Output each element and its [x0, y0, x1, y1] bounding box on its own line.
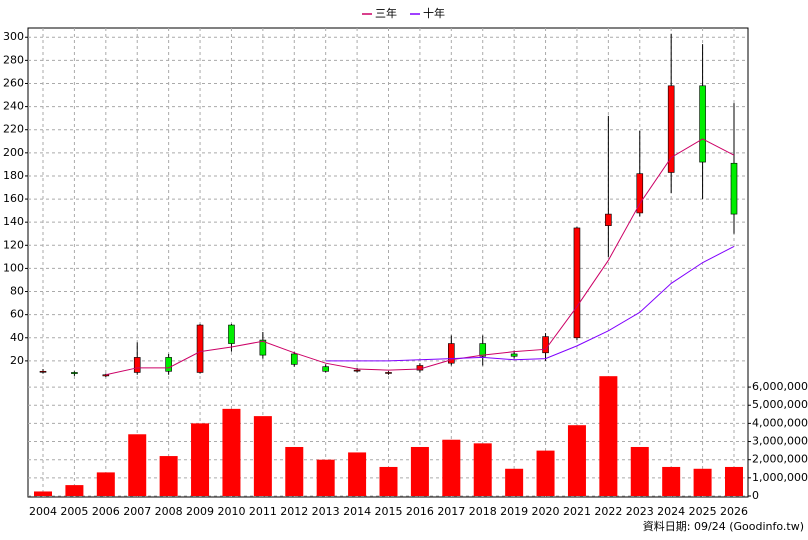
candle-body: [667, 85, 675, 173]
volume-bar: [505, 468, 524, 496]
candle-body: [71, 372, 78, 374]
candle-body: [448, 343, 455, 364]
x-tick-label: 2026: [720, 505, 748, 518]
y-tick-label: 120: [3, 238, 24, 251]
volume-bar: [285, 446, 304, 496]
x-tick-label: 2011: [249, 505, 277, 518]
volume-bar: [379, 466, 398, 496]
candle-body: [165, 357, 172, 372]
x-tick-label: 2021: [563, 505, 591, 518]
x-tick-label: 2022: [594, 505, 622, 518]
volume-bar: [410, 446, 429, 496]
x-tick-label: 2019: [500, 505, 528, 518]
volume-bar: [96, 472, 115, 496]
volume-bar: [567, 425, 586, 496]
candle-body: [636, 173, 644, 214]
y2-tick-label: 3,000,000: [752, 435, 808, 448]
y-tick-label: 220: [3, 123, 24, 136]
candle-body: [510, 353, 518, 357]
y2-tick-label: 4,000,000: [752, 416, 808, 429]
candle-body: [228, 324, 235, 344]
volume-bar: [128, 434, 147, 496]
x-tick-label: 2004: [29, 505, 57, 518]
legend-label: 三年: [375, 6, 397, 20]
volume-bar: [191, 423, 210, 496]
candle-body: [542, 336, 549, 354]
candle-body: [322, 366, 329, 372]
candle-body: [102, 374, 110, 377]
y2-tick-label: 6,000,000: [752, 380, 808, 393]
candle-body: [385, 372, 392, 374]
x-tick-label: 2012: [280, 505, 308, 518]
x-tick-label: 2005: [60, 505, 88, 518]
footnote: 資料日期: 09/24 (Goodinfo.tw): [643, 519, 804, 533]
candle-body: [290, 353, 298, 365]
candle-body: [730, 162, 738, 215]
y2-tick-label: 1,000,000: [752, 471, 808, 484]
x-tick-label: 2024: [657, 505, 685, 518]
y-tick-label: 100: [3, 261, 24, 274]
volume-bar: [159, 456, 178, 496]
x-tick-label: 2025: [689, 505, 717, 518]
candle-body: [353, 369, 361, 372]
x-tick-label: 2023: [626, 505, 654, 518]
candle-body: [573, 227, 581, 339]
ma-line: [325, 246, 735, 362]
x-tick-label: 2015: [375, 505, 403, 518]
volume-bar: [65, 485, 84, 496]
volume-bar: [34, 491, 52, 496]
x-tick-label: 2014: [343, 505, 371, 518]
y-tick-label: 80: [10, 285, 24, 298]
ma-line: [105, 138, 735, 376]
y-tick-label: 200: [3, 146, 24, 159]
y-tick-label: 60: [10, 308, 24, 321]
volume-bar: [536, 450, 555, 496]
y-tick-label: 240: [3, 100, 24, 113]
volume-bar: [599, 376, 618, 496]
y-tick-label: 180: [3, 169, 24, 182]
volume-bar: [253, 416, 272, 496]
y2-tick-label: 2,000,000: [752, 453, 808, 466]
legend-label: 十年: [423, 6, 445, 20]
y-tick-label: 280: [3, 53, 24, 66]
x-tick-label: 2018: [469, 505, 497, 518]
y-tick-label: 160: [3, 192, 24, 205]
y-tick-label: 300: [3, 30, 24, 43]
volume-bar: [316, 459, 335, 496]
x-tick-label: 2008: [155, 505, 183, 518]
volume-bar: [222, 408, 241, 496]
volume-bar: [693, 468, 712, 496]
candle-body: [196, 324, 204, 373]
volume-bar: [725, 466, 743, 496]
candle-body: [479, 343, 487, 357]
volume-bar: [473, 443, 492, 496]
x-tick-label: 2017: [437, 505, 465, 518]
y-tick-label: 20: [10, 354, 24, 367]
volume-bar: [348, 452, 367, 496]
x-tick-label: 2016: [406, 505, 434, 518]
x-tick-label: 2010: [217, 505, 245, 518]
x-tick-label: 2007: [123, 505, 151, 518]
volume-bar: [630, 446, 649, 496]
volume-bar: [662, 466, 681, 496]
candle-body: [39, 370, 47, 373]
candle-body: [605, 213, 612, 226]
y-tick-label: 140: [3, 215, 24, 228]
x-tick-label: 2020: [532, 505, 560, 518]
x-tick-label: 2006: [92, 505, 120, 518]
volume-bar: [442, 439, 461, 496]
x-tick-label: 2013: [312, 505, 340, 518]
y2-tick-label: 0: [752, 489, 759, 502]
candle-body: [699, 85, 706, 163]
candle-body: [259, 339, 267, 356]
y-tick-label: 40: [10, 331, 24, 344]
x-tick-label: 2009: [186, 505, 214, 518]
candle-body: [133, 357, 141, 373]
y2-tick-label: 5,000,000: [752, 398, 808, 411]
y-tick-label: 260: [3, 76, 24, 89]
